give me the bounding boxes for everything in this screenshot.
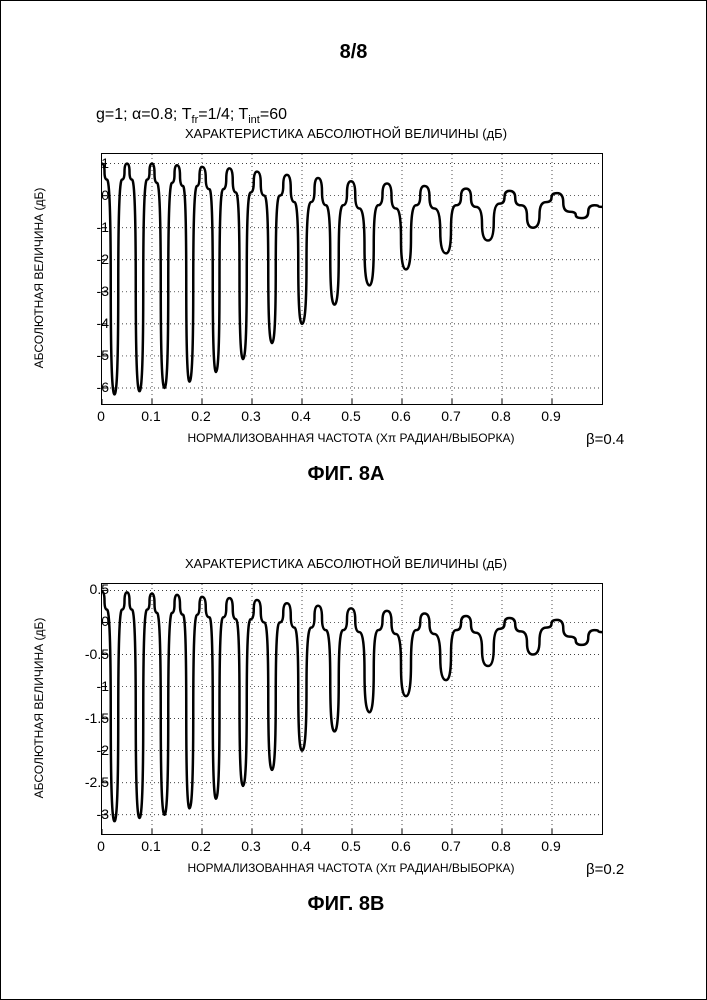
xtick-label: 0.9 [541, 838, 560, 854]
xtick-label: 0.8 [491, 838, 510, 854]
xtick-label: 0 [97, 408, 105, 424]
ytick-label: -2 [97, 742, 109, 758]
page: 8/8 g=1; α=0.8; Tfr=1/4; Tint=60 ХАРАКТЕ… [0, 0, 707, 1000]
ytick-label: 0 [101, 613, 109, 629]
ytick-label: -0.5 [85, 646, 109, 662]
page-number: 8/8 [1, 41, 706, 64]
chart-a: ХАРАКТЕРИСТИКА АБСОЛЮТНОЙ ВЕЛИЧИНЫ (дБ) … [1, 126, 621, 486]
ytick-label: -1 [97, 678, 109, 694]
chart-a-title: ХАРАКТЕРИСТИКА АБСОЛЮТНОЙ ВЕЛИЧИНЫ (дБ) [91, 126, 601, 141]
chart-b-xlabel: НОРМАЛИЗОВАННАЯ ЧАСТОТА (Xπ РАДИАН/ВЫБОР… [187, 861, 514, 875]
chart-a-svg [102, 154, 602, 404]
parameters-text: g=1; α=0.8; Tfr=1/4; Tint=60 [96, 106, 287, 126]
xtick-label: 0.3 [241, 408, 260, 424]
ytick-label: -5 [97, 347, 109, 363]
ytick-label: -6 [97, 379, 109, 395]
xtick-label: 0.4 [291, 838, 310, 854]
ytick-label: -2.5 [85, 774, 109, 790]
xtick-label: 0.8 [491, 408, 510, 424]
xtick-label: 0.1 [141, 838, 160, 854]
chart-a-plot [101, 153, 603, 405]
ytick-label: 0 [101, 187, 109, 203]
chart-b: ХАРАКТЕРИСТИКА АБСОЛЮТНОЙ ВЕЛИЧИНЫ (дБ) … [1, 556, 621, 916]
xtick-label: 0.3 [241, 838, 260, 854]
chart-a-figure-label: ФИГ. 8A [91, 463, 601, 486]
ytick-label: -4 [97, 315, 109, 331]
ytick-label: 1 [101, 155, 109, 171]
xtick-label: 0.2 [191, 838, 210, 854]
chart-a-beta: β=0.4 [586, 431, 624, 448]
chart-a-axis-area: АБСОЛЮТНАЯ ВЕЛИЧИНА (дБ) НОРМАЛИЗОВАННАЯ… [1, 143, 621, 463]
xtick-label: 0.5 [341, 838, 360, 854]
chart-b-plot [101, 583, 603, 835]
chart-b-svg [102, 584, 602, 834]
xtick-label: 0.9 [541, 408, 560, 424]
xtick-label: 0.4 [291, 408, 310, 424]
ytick-label: -1 [97, 219, 109, 235]
xtick-label: 0.7 [441, 838, 460, 854]
chart-b-title: ХАРАКТЕРИСТИКА АБСОЛЮТНОЙ ВЕЛИЧИНЫ (дБ) [91, 556, 601, 571]
ytick-label: -1.5 [85, 710, 109, 726]
xtick-label: 0.1 [141, 408, 160, 424]
chart-a-ylabel: АБСОЛЮТНАЯ ВЕЛИЧИНА (дБ) [32, 188, 46, 369]
xtick-label: 0 [97, 838, 105, 854]
xtick-label: 0.7 [441, 408, 460, 424]
ytick-label: 0.5 [90, 581, 109, 597]
xtick-label: 0.6 [391, 408, 410, 424]
chart-b-ylabel: АБСОЛЮТНАЯ ВЕЛИЧИНА (дБ) [32, 618, 46, 799]
ytick-label: -3 [97, 806, 109, 822]
ytick-label: -3 [97, 283, 109, 299]
chart-b-figure-label: ФИГ. 8B [91, 893, 601, 916]
chart-b-beta: β=0.2 [586, 861, 624, 878]
xtick-label: 0.5 [341, 408, 360, 424]
xtick-label: 0.2 [191, 408, 210, 424]
chart-a-xlabel: НОРМАЛИЗОВАННАЯ ЧАСТОТА (Xπ РАДИАН/ВЫБОР… [187, 431, 514, 445]
chart-b-axis-area: АБСОЛЮТНАЯ ВЕЛИЧИНА (дБ) НОРМАЛИЗОВАННАЯ… [1, 573, 621, 893]
ytick-label: -2 [97, 251, 109, 267]
xtick-label: 0.6 [391, 838, 410, 854]
